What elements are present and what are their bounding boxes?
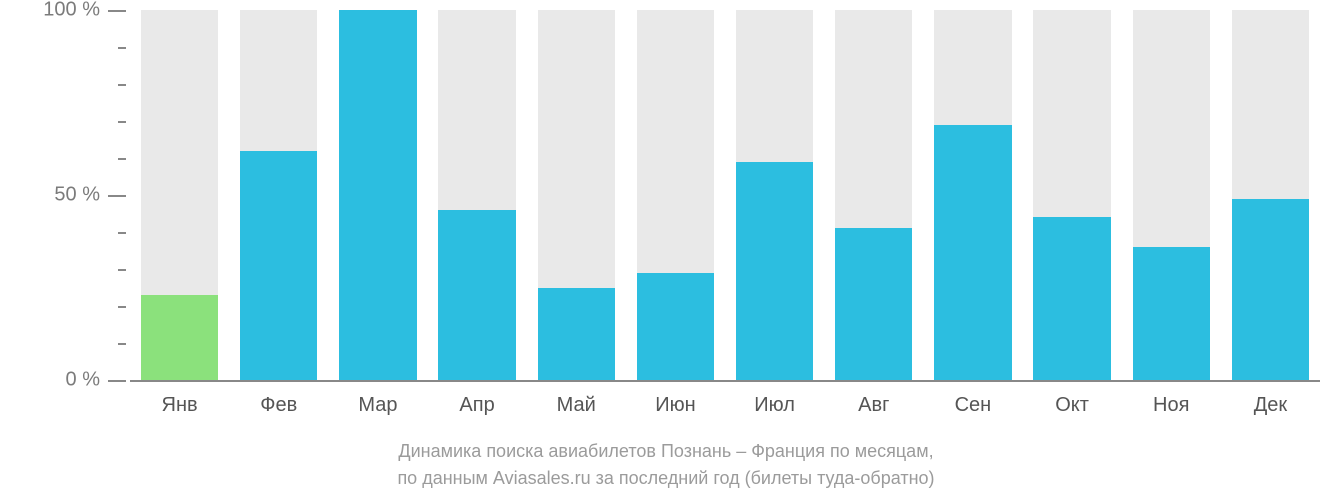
bar — [1033, 217, 1110, 380]
caption-line-1: Динамика поиска авиабилетов Познань – Фр… — [0, 438, 1332, 465]
bar — [538, 288, 615, 381]
y-tick-minor — [118, 343, 126, 345]
x-tick-label: Дек — [1254, 394, 1287, 417]
bar — [240, 151, 317, 380]
y-tick-label: 100 % — [0, 0, 100, 22]
y-tick-minor — [118, 232, 126, 234]
x-tick-label: Мар — [358, 394, 397, 417]
y-tick-minor — [118, 84, 126, 86]
x-axis-baseline — [130, 380, 1320, 382]
x-tick-label: Май — [557, 394, 596, 417]
y-tick-minor — [118, 306, 126, 308]
bar — [339, 10, 416, 380]
x-tick-label: Ноя — [1153, 394, 1189, 417]
x-tick-label: Сен — [955, 394, 992, 417]
y-tick-minor — [118, 158, 126, 160]
bar — [1133, 247, 1210, 380]
caption-line-2: по данным Aviasales.ru за последний год … — [0, 465, 1332, 492]
x-tick-label: Июл — [754, 394, 795, 417]
bar — [736, 162, 813, 380]
x-tick-label: Авг — [858, 394, 889, 417]
x-tick-label: Янв — [162, 394, 198, 417]
x-tick-label: Апр — [459, 394, 494, 417]
y-tick-major — [108, 380, 126, 382]
y-tick-minor — [118, 269, 126, 271]
y-tick-major — [108, 195, 126, 197]
bar — [835, 228, 912, 380]
x-tick-label: Окт — [1055, 394, 1089, 417]
x-tick-label: Июн — [655, 394, 695, 417]
y-tick-label: 50 % — [0, 184, 100, 207]
y-tick-minor — [118, 121, 126, 123]
bar — [438, 210, 515, 380]
y-tick-minor — [118, 47, 126, 49]
bar — [637, 273, 714, 380]
plot-area — [130, 10, 1320, 380]
bar — [934, 125, 1011, 380]
bar — [141, 295, 218, 380]
x-tick-label: Фев — [260, 394, 297, 417]
bar — [1232, 199, 1309, 380]
y-tick-major — [108, 10, 126, 12]
chart-caption: Динамика поиска авиабилетов Познань – Фр… — [0, 438, 1332, 492]
monthly-search-chart: 0 % 50 % 100 % Янв Фев Мар Апр Май Июн Июл Авг Сен… — [0, 0, 1332, 502]
y-tick-label: 0 % — [0, 369, 100, 392]
